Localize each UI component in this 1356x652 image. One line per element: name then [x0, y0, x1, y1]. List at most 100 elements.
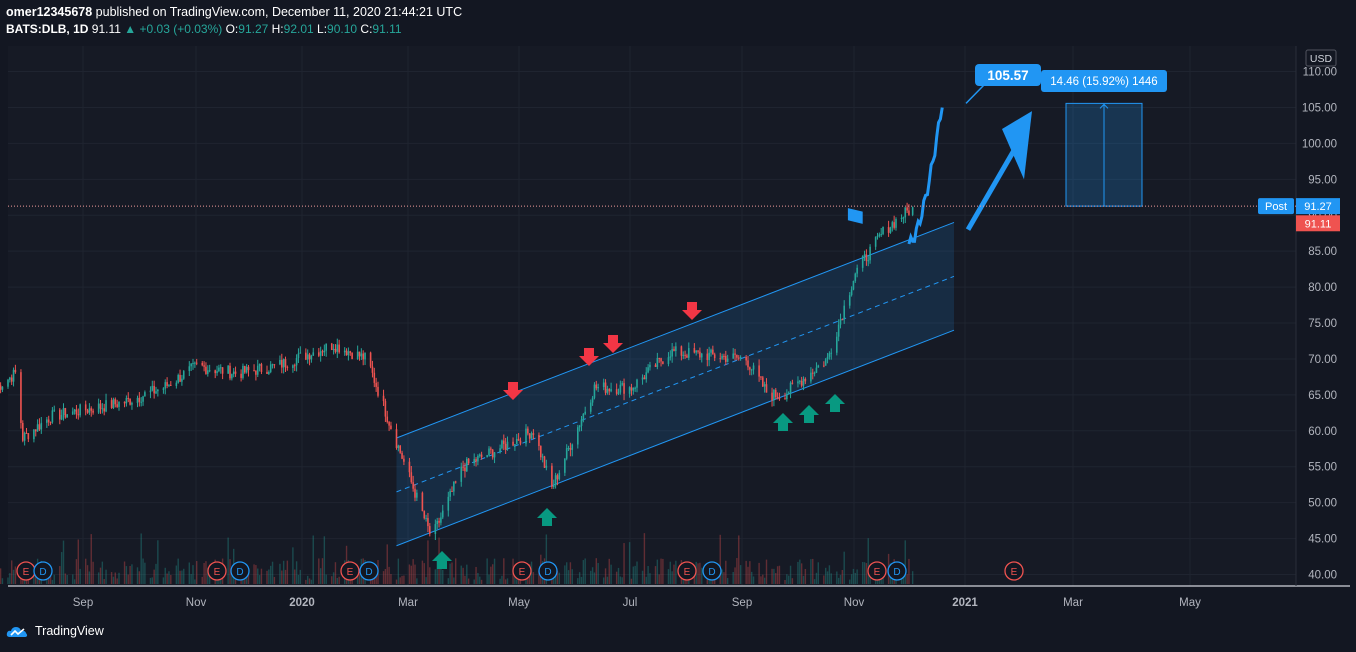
- volume-bar: [595, 558, 597, 584]
- candle-body: [878, 234, 881, 236]
- volume-bar: [123, 561, 126, 584]
- y-tick-label: 55.00: [1308, 462, 1337, 474]
- volume-bar: [577, 578, 579, 584]
- candle-body: [787, 392, 790, 394]
- candle-body: [244, 365, 246, 373]
- volume-bar: [408, 564, 411, 584]
- candle-body: [227, 365, 229, 374]
- author-name[interactable]: omer12345678: [6, 5, 93, 19]
- volume-bar: [649, 573, 651, 584]
- candle-body: [38, 424, 41, 430]
- volume-bar: [397, 558, 400, 584]
- candle-body: [373, 372, 376, 383]
- currency-label: USD: [1310, 53, 1333, 65]
- candle-body: [232, 371, 235, 375]
- volume-bar: [99, 567, 102, 584]
- candle-body: [667, 357, 670, 364]
- volume-bar: [630, 578, 633, 584]
- candle-body: [334, 348, 337, 352]
- volume-bar: [166, 573, 168, 584]
- volume-bar: [765, 559, 768, 584]
- earnings-marker-label: E: [23, 567, 30, 578]
- buy-arrow-icon: [432, 551, 452, 569]
- candle-body: [242, 365, 244, 378]
- candle-body: [181, 378, 183, 382]
- volume-bar: [384, 568, 387, 584]
- symbol-label[interactable]: BATS:DLB, 1D: [6, 22, 89, 36]
- x-tick-label: 2021: [952, 597, 978, 609]
- earnings-marker-label: E: [519, 567, 526, 578]
- candle-body: [802, 378, 805, 386]
- volume-bar: [800, 563, 803, 584]
- volume-bar: [255, 565, 257, 584]
- volume-bar: [179, 570, 181, 584]
- candle-body: [214, 370, 216, 374]
- volume-bar: [88, 571, 91, 584]
- candle-body: [190, 363, 192, 367]
- candle-body: [194, 362, 196, 364]
- volume-bar: [103, 579, 105, 584]
- candle-body: [221, 367, 224, 374]
- buy-arrow-icon: [825, 394, 845, 412]
- volume-bar: [721, 569, 723, 584]
- candle-body: [358, 351, 361, 357]
- candle-body: [861, 255, 864, 268]
- candle-body: [332, 348, 335, 350]
- candle-body: [297, 353, 300, 359]
- candle-body: [421, 492, 424, 512]
- volume-bar: [127, 574, 129, 584]
- earnings-marker-label: E: [684, 567, 691, 578]
- candle-body: [205, 366, 207, 374]
- volume-bar: [891, 579, 893, 584]
- candle-body: [116, 404, 118, 407]
- volume-bar: [308, 578, 311, 584]
- volume-bar: [865, 563, 868, 584]
- volume-bar: [295, 561, 298, 584]
- volume-bar: [429, 567, 431, 584]
- volume-bar: [231, 573, 233, 584]
- candle-body: [293, 365, 296, 367]
- candle-body: [893, 222, 895, 228]
- volume-bar: [464, 575, 466, 584]
- volume-bar: [738, 535, 740, 584]
- volume-bar: [813, 579, 816, 584]
- candle-body: [401, 452, 403, 459]
- volume-bar: [307, 575, 309, 584]
- candle-body: [545, 465, 548, 468]
- volume-bar: [815, 572, 818, 584]
- volume-bar: [578, 572, 581, 584]
- volume-bar: [825, 567, 827, 584]
- candle-body: [112, 399, 115, 408]
- candle-body: [192, 363, 194, 365]
- volume-bar: [710, 579, 712, 584]
- volume-bar: [153, 569, 155, 584]
- volume-bar: [412, 559, 414, 584]
- candle-body: [669, 356, 672, 358]
- candle-body: [103, 408, 105, 412]
- volume-bar: [699, 562, 701, 584]
- volume-bar: [11, 560, 13, 584]
- candle-body: [423, 511, 426, 519]
- volume-bar: [281, 570, 283, 584]
- volume-bar: [477, 572, 479, 584]
- candle-body: [515, 438, 518, 445]
- volume-bar: [590, 570, 592, 584]
- volume-bar: [854, 572, 856, 584]
- volume-bar: [571, 569, 573, 584]
- candle-body: [364, 352, 366, 360]
- tradingview-logo[interactable]: TradingView: [6, 624, 104, 638]
- projection-arrow-shaft: [965, 142, 1021, 231]
- candle-body: [478, 454, 481, 456]
- volume-bar: [673, 564, 675, 584]
- volume-bar: [634, 565, 636, 584]
- candle-body: [166, 382, 168, 386]
- volume-bar: [318, 558, 320, 584]
- candle-body: [880, 234, 882, 236]
- y-tick-label: 45.00: [1308, 534, 1337, 546]
- dividend-marker-label: D: [893, 567, 900, 578]
- earnings-marker: [867, 561, 887, 581]
- candle-body: [114, 399, 117, 405]
- earnings-marker: [340, 561, 360, 581]
- volume-bar: [723, 572, 725, 584]
